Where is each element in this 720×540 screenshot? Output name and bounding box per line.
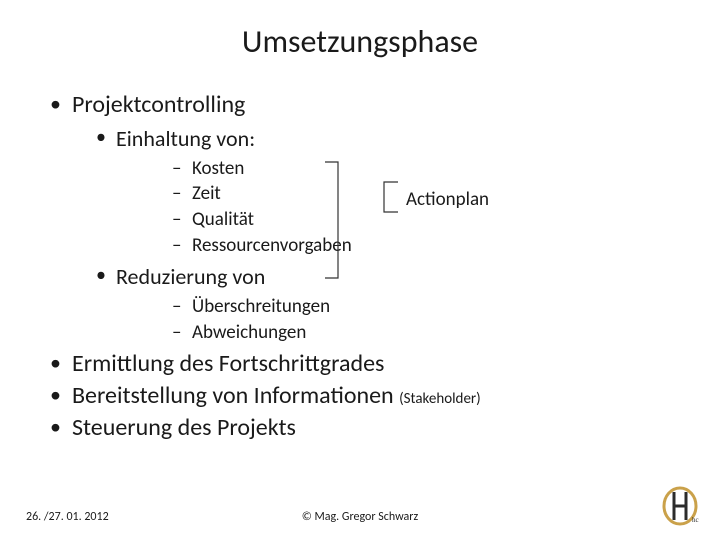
slide-title: Umsetzungsphase [0, 22, 720, 61]
logo-icon: hc [658, 484, 702, 528]
bullet-text: Zeit [192, 182, 221, 205]
bullet-l3: Überschreitungen [116, 294, 670, 320]
slide: Umsetzungsphase Projektcontrolling Einha… [0, 0, 720, 540]
bullet-l1: Ermittlung des Fortschrittgrades [50, 349, 670, 379]
bullet-text: Projektcontrolling [72, 90, 245, 119]
bracket-icon [320, 160, 410, 280]
footer-copyright: © Mag. Gregor Schwarz [0, 510, 720, 524]
bullet-text: Kosten [192, 157, 244, 180]
bullet-text: Reduzierung von [116, 263, 265, 290]
bullet-text: Abweichungen [192, 321, 306, 344]
svg-text:hc: hc [692, 516, 699, 524]
bullet-l1: Bereitstellung von Informationen (Stakeh… [50, 381, 670, 411]
annotation-group: Actionplan [320, 160, 560, 280]
bullet-text: Steuerung des Projekts [72, 413, 296, 442]
annotation-label: Actionplan [406, 188, 489, 211]
bullet-text: Ermittlung des Fortschrittgrades [72, 349, 384, 378]
bullet-l3: Abweichungen [116, 320, 670, 346]
bullet-text: Bereitstellung von Informationen [72, 381, 399, 410]
bullet-suffix: (Stakeholder) [399, 390, 481, 408]
bullet-l1: Steuerung des Projekts [50, 413, 670, 443]
bullet-text: Einhaltung von: [116, 125, 255, 152]
bullet-text: Qualität [192, 208, 254, 231]
bullet-text: Überschreitungen [192, 295, 330, 318]
